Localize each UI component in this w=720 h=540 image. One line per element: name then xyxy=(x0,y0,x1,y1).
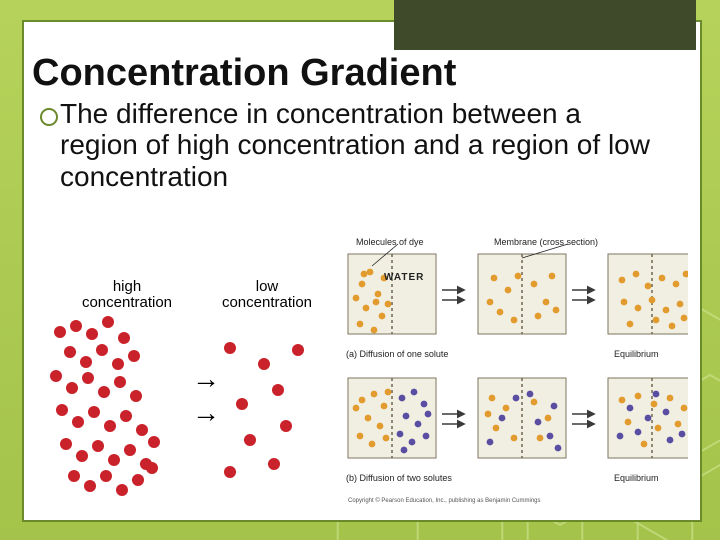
label-water: WATER xyxy=(384,272,424,283)
label-high-concentration: highconcentration xyxy=(82,278,172,311)
label-membrane: Membrane (cross section) xyxy=(494,237,598,247)
gradient-arrow-icon: → xyxy=(192,397,220,428)
label-molecules-of-dye: Molecules of dye xyxy=(356,237,424,247)
content-card: Concentration Gradient The difference in… xyxy=(22,20,702,522)
title-accent-tab xyxy=(394,0,696,50)
label-low-concentration: lowconcentration xyxy=(222,278,312,311)
figure-diffusion-panels: Molecules of dye Membrane (cross section)… xyxy=(338,234,688,514)
gradient-arrow-icon: → xyxy=(192,363,220,394)
label-row-b: (b) Diffusion of two solutes xyxy=(346,473,452,483)
definition-text: The difference in concentration between … xyxy=(60,98,660,192)
label-equilibrium-1: Equilibrium xyxy=(614,349,659,359)
copyright-text: Copyright © Pearson Education, Inc., pub… xyxy=(348,497,541,504)
diffusion-panels-svg: Molecules of dye Membrane (cross section)… xyxy=(338,234,688,514)
slide-title: Concentration Gradient xyxy=(32,54,456,94)
label-row-a: (a) Diffusion of one solute xyxy=(346,349,448,359)
label-equilibrium-2: Equilibrium xyxy=(614,473,659,483)
bullet-icon xyxy=(40,108,58,126)
figure-high-low-concentration: highconcentration lowconcentration →→ xyxy=(42,272,317,497)
